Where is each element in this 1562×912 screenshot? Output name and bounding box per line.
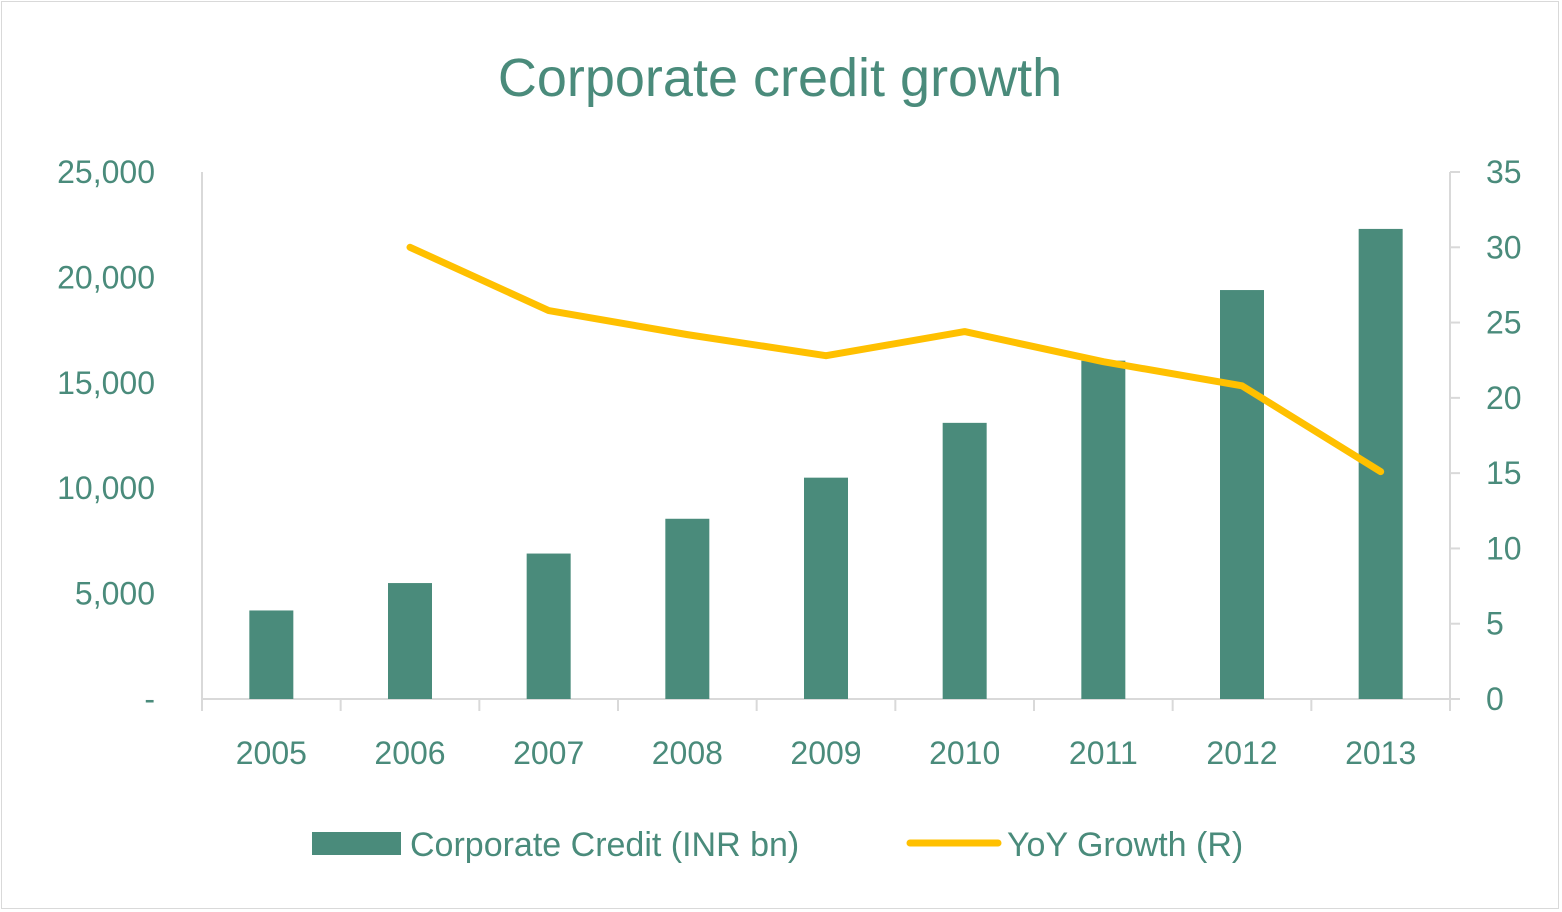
y-right-tick-label: 25: [1486, 305, 1522, 341]
line-point: [964, 331, 966, 333]
legend: Corporate Credit (INR bn) YoY Growth (R): [312, 826, 1243, 864]
bar: [388, 583, 432, 699]
x-tick-label: 2008: [652, 735, 723, 771]
bar: [526, 553, 571, 699]
bar: [1081, 360, 1126, 699]
y-left-tick-label: -: [144, 681, 155, 717]
yoy-growth-line: [406, 243, 1385, 476]
y-right-tick-label: 20: [1486, 380, 1522, 416]
y-right-tick-label: 5: [1486, 606, 1504, 642]
x-tick-label: 2012: [1206, 735, 1277, 771]
x-tick-label: 2005: [236, 735, 307, 771]
y-right-tick-label: 0: [1486, 681, 1504, 717]
line-point: [1102, 361, 1104, 363]
bar: [942, 422, 987, 699]
x-tick-label: 2006: [374, 735, 445, 771]
y-left-tick-label: 20,000: [57, 259, 155, 295]
x-tick-label: 2010: [929, 735, 1000, 771]
line-point: [825, 355, 827, 357]
x-tick-label: 2007: [513, 735, 584, 771]
legend-swatch-corporate-credit: [312, 832, 401, 855]
bar-series: [249, 228, 1403, 699]
line-point: [548, 310, 550, 312]
line-point: [1380, 471, 1382, 473]
x-tick-label: 2013: [1345, 735, 1416, 771]
legend-label-yoy-growth: YoY Growth (R): [1007, 826, 1243, 864]
bar: [804, 477, 848, 699]
bar: [1220, 290, 1264, 699]
axes: - 5,000 10,000 15,000 20,000 25,000 0 5 10 15 20 25…: [57, 154, 1521, 771]
y-left-tick-label: 15,000: [57, 365, 155, 401]
x-tick-label: 2011: [1069, 735, 1138, 771]
legend-label-corporate-credit: Corporate Credit (INR bn): [410, 826, 799, 864]
line-point: [409, 246, 411, 248]
line-point: [686, 334, 688, 336]
y-right-tick-label: 30: [1486, 229, 1522, 265]
line-series: [406, 243, 1385, 476]
y-right-tick-label: 15: [1486, 455, 1522, 491]
bar: [249, 610, 294, 699]
y-left-tick-label: 5,000: [75, 576, 155, 612]
bar: [665, 518, 710, 699]
chart-title: Corporate credit growth: [498, 48, 1062, 108]
y-left-tick-label: 25,000: [57, 154, 155, 190]
line-point: [1241, 385, 1243, 387]
y-right-tick-label: 35: [1486, 154, 1522, 190]
x-tick-label: 2009: [790, 735, 861, 771]
y-right-tick-label: 10: [1486, 530, 1522, 566]
y-left-tick-label: 10,000: [57, 470, 155, 506]
